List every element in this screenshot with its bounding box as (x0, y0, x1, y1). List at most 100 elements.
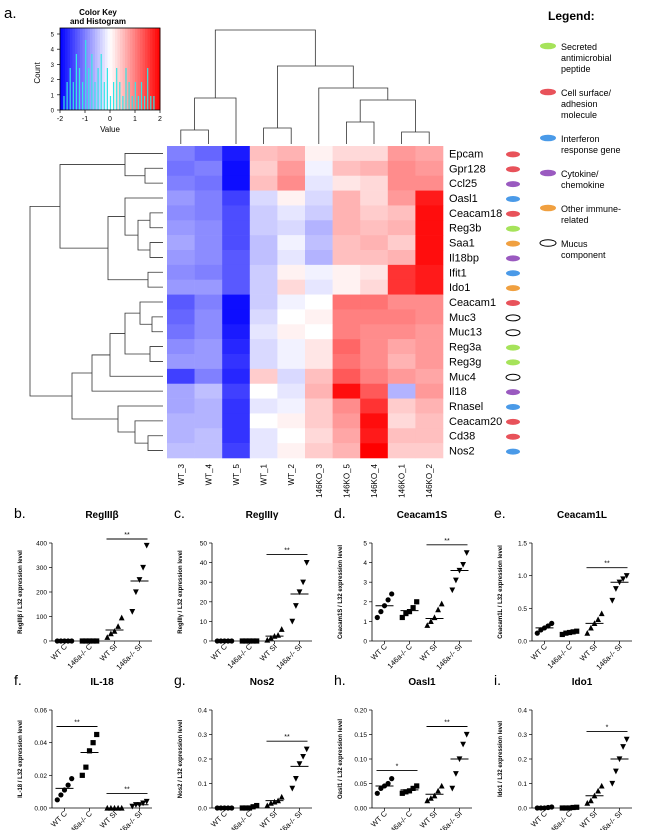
heatmap-cell (305, 443, 333, 459)
heatmap-cell (332, 279, 361, 295)
gene-category-marker (506, 210, 520, 217)
data-point (389, 776, 395, 782)
data-point (431, 614, 438, 621)
dendrogram-branch (149, 346, 163, 362)
color-key-ytick-label: 1 (51, 93, 55, 99)
heatmap-cell (249, 250, 278, 266)
data-point (118, 614, 125, 621)
heatmap-cell (249, 220, 278, 236)
data-point (449, 785, 456, 792)
heatmap-cell (194, 443, 223, 459)
gene-category-marker (506, 433, 520, 440)
color-key-gradient-cell (120, 28, 123, 110)
x-tick-label: WT C (209, 642, 229, 662)
data-point (609, 780, 616, 787)
legend-item-label: Secreted (561, 42, 597, 52)
data-point (549, 620, 555, 626)
legend-item-label: Interferon (561, 134, 600, 144)
gene-category-marker (506, 151, 520, 158)
dendrogram-branch (124, 153, 163, 177)
data-point (293, 776, 299, 782)
data-point (406, 609, 413, 615)
gene-label: Muc13 (449, 327, 482, 339)
panel-letter: c. (174, 505, 185, 521)
data-point (613, 768, 619, 775)
dendrogram-branch (214, 29, 316, 98)
color-key-ylabel: Count (33, 62, 42, 84)
gene-label: Il18bp (449, 252, 479, 264)
data-point (623, 736, 630, 743)
heatmap-cell (277, 146, 306, 162)
heatmap-cell (277, 294, 306, 310)
gene-category-marker (506, 225, 520, 232)
legend-marker-1 (540, 88, 556, 96)
heatmap-cell (249, 160, 278, 177)
data-point (534, 630, 540, 636)
data-point (435, 787, 441, 794)
y-tick-label: 5 (363, 541, 367, 548)
data-point (435, 606, 441, 613)
color-key-gradient-cell (60, 28, 63, 110)
data-point (453, 577, 459, 584)
y-tick-label: 0.2 (198, 757, 207, 764)
heatmap-cell (360, 264, 389, 281)
legend-item-label: Cytokine/ (561, 169, 599, 179)
heatmap-cell (167, 339, 195, 355)
y-tick-label: 0 (363, 639, 367, 646)
x-tick-label: WT SI (98, 642, 119, 663)
dendrogram-branch (359, 99, 416, 132)
heatmap-cell (387, 443, 416, 459)
gene-category-marker (505, 373, 521, 381)
column-label: WT_4 (204, 463, 213, 485)
dendrogram-branch (149, 242, 163, 258)
heatmap-cell (305, 190, 333, 206)
data-point (588, 624, 594, 631)
heatmap-cell (360, 354, 389, 370)
heatmap-cell (222, 413, 251, 429)
data-point (133, 589, 139, 596)
heatmap-cell (415, 220, 444, 236)
dendrogram-branch (318, 87, 389, 144)
heatmap-cell (167, 443, 195, 459)
y-axis-label: Nos2 / L32 expression level (178, 719, 184, 798)
heatmap-cell (305, 324, 333, 340)
data-point (574, 804, 580, 810)
y-tick-label: 0.04 (34, 740, 47, 747)
heatmap-cell (387, 324, 416, 340)
heatmap-cell (332, 324, 361, 340)
heatmap-cell (305, 205, 333, 221)
panel-title: RegIIIβ (85, 510, 118, 521)
gene-label: Ido1 (449, 282, 470, 294)
heatmap-cell (360, 443, 389, 459)
gene-label: Gpr128 (449, 163, 486, 175)
data-point (559, 631, 565, 638)
heatmap-cell (167, 146, 195, 162)
data-point (463, 550, 470, 556)
heatmap-cell (332, 250, 361, 266)
heatmap-cell (222, 398, 251, 414)
heatmap-cell (332, 220, 361, 236)
x-tick-label: 146a-/- SI (114, 809, 144, 830)
color-key-gradient-cell (102, 28, 106, 110)
color-key-gradient-cell (150, 28, 153, 110)
heatmap-cell (222, 220, 251, 236)
y-tick-label: 200 (36, 590, 47, 597)
color-key-gradient-cell (62, 28, 66, 110)
heatmap-cell (277, 428, 306, 444)
color-key-ytick-label: 4 (51, 48, 55, 54)
y-tick-label: 0.20 (354, 708, 367, 715)
heatmap-cell (194, 250, 223, 266)
dendrogram-branch (71, 372, 118, 420)
heatmap-cell (360, 324, 389, 340)
heatmap-cell (305, 368, 333, 385)
color-key-xtick-label: 1 (133, 116, 137, 123)
scatter-panel-RegIIIγ: c. RegIIIγ 0 10 20 30 40 50 RegIIIγ / L32 expres… (174, 505, 312, 672)
dendrogram-branch (109, 333, 163, 377)
gene-label: Saa1 (449, 238, 475, 250)
heatmap-cell (387, 235, 416, 251)
panel-letter: b. (14, 505, 26, 521)
data-point (278, 793, 285, 800)
data-point (296, 589, 303, 596)
data-point (289, 785, 296, 792)
scatter-panel-IL-18: f. IL-18 0.00 0.02 0.04 0.06 IL-18 / L32 expre… (14, 672, 152, 830)
